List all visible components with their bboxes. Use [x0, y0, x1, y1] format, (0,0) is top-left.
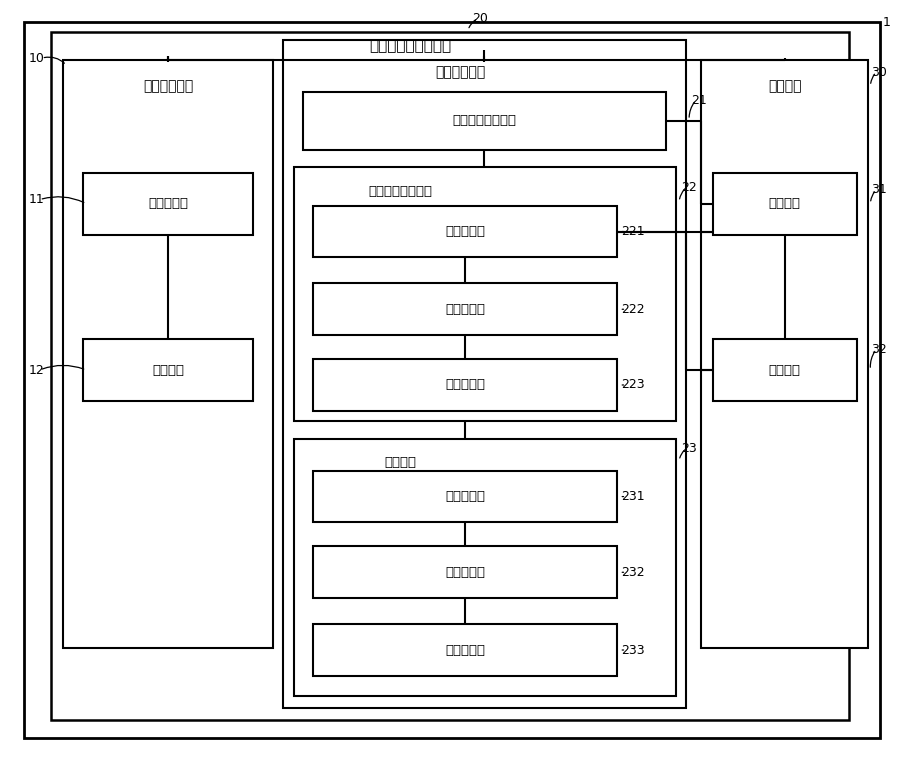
Text: 20: 20	[472, 12, 488, 25]
Text: 设计规则生成模块: 设计规则生成模块	[368, 185, 432, 198]
Text: 231: 231	[622, 490, 645, 503]
Text: 12: 12	[28, 364, 45, 376]
Text: 设计规则存储模块: 设计规则存储模块	[452, 115, 516, 128]
Text: 输出子模块: 输出子模块	[445, 379, 485, 392]
Text: 23: 23	[681, 442, 697, 455]
Text: 判别模块: 判别模块	[385, 456, 416, 469]
Text: 设计子系统: 设计子系统	[148, 197, 188, 210]
Text: 21: 21	[691, 93, 707, 106]
Text: 设计界面: 设计界面	[769, 197, 801, 210]
Text: 10: 10	[28, 52, 45, 65]
Text: 1: 1	[883, 16, 890, 29]
FancyBboxPatch shape	[313, 359, 617, 411]
FancyBboxPatch shape	[294, 167, 676, 420]
FancyBboxPatch shape	[313, 471, 617, 522]
FancyBboxPatch shape	[84, 173, 253, 235]
Text: 233: 233	[622, 644, 645, 657]
FancyBboxPatch shape	[52, 33, 849, 720]
FancyBboxPatch shape	[64, 60, 273, 648]
Text: 22: 22	[681, 181, 697, 194]
Text: 选择子模块: 选择子模块	[445, 225, 485, 238]
FancyBboxPatch shape	[713, 339, 856, 401]
Text: 222: 222	[622, 303, 645, 316]
Text: 辅助界面: 辅助界面	[769, 364, 801, 376]
Text: 判断子模块: 判断子模块	[445, 565, 485, 579]
Text: 人机界面: 人机界面	[768, 79, 802, 93]
Text: 设计工具系统: 设计工具系统	[143, 79, 194, 93]
Text: 232: 232	[622, 565, 645, 579]
FancyBboxPatch shape	[313, 624, 617, 676]
Text: 11: 11	[28, 193, 45, 206]
FancyBboxPatch shape	[313, 283, 617, 335]
FancyBboxPatch shape	[313, 206, 617, 257]
Text: 223: 223	[622, 379, 645, 392]
FancyBboxPatch shape	[701, 60, 868, 648]
FancyBboxPatch shape	[713, 173, 856, 235]
Text: 电路板生产设计系统: 电路板生产设计系统	[369, 38, 451, 52]
FancyBboxPatch shape	[303, 92, 666, 150]
FancyBboxPatch shape	[313, 546, 617, 598]
FancyBboxPatch shape	[283, 40, 686, 708]
Text: 32: 32	[872, 342, 887, 356]
Text: 辅助设计系统: 辅助设计系统	[435, 65, 485, 79]
FancyBboxPatch shape	[24, 22, 881, 738]
Text: 响应子模块: 响应子模块	[445, 644, 485, 657]
Text: 31: 31	[872, 183, 887, 196]
FancyBboxPatch shape	[84, 339, 253, 401]
Text: 221: 221	[622, 225, 645, 238]
Text: 监控模块: 监控模块	[152, 364, 184, 376]
FancyBboxPatch shape	[294, 439, 676, 696]
Text: 获取子模块: 获取子模块	[445, 490, 485, 503]
Text: 获取子模块: 获取子模块	[445, 303, 485, 316]
Text: 30: 30	[872, 65, 887, 79]
